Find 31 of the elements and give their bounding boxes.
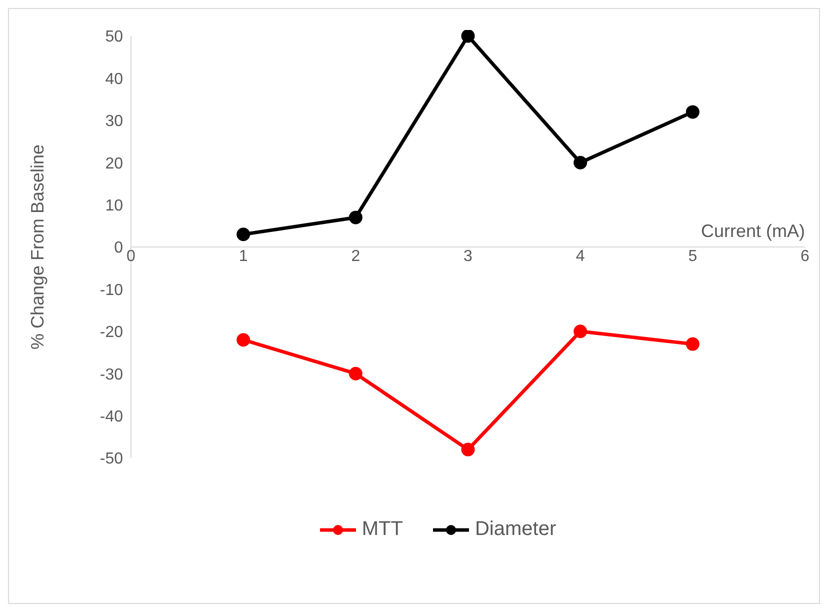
y-tick-label: 20 bbox=[105, 155, 124, 172]
y-tick-label: -40 bbox=[100, 408, 124, 426]
point bbox=[574, 156, 588, 170]
x-tick-label: 0 bbox=[126, 248, 136, 265]
x-tick-label: 2 bbox=[351, 248, 360, 265]
x-tick-label: 5 bbox=[688, 248, 698, 265]
y-tick-label: 50 bbox=[105, 28, 124, 46]
y-tick-label: -30 bbox=[100, 366, 124, 384]
point bbox=[461, 30, 475, 43]
y-tick-label: 30 bbox=[105, 113, 124, 130]
y-tick-label: 10 bbox=[105, 197, 124, 214]
x-axis-title: Current (mA) bbox=[700, 221, 805, 241]
y-tick-label: -10 bbox=[100, 282, 124, 299]
x-tick-label: 6 bbox=[800, 248, 810, 265]
y-tick-label: -50 bbox=[100, 450, 124, 468]
legend-label: Diameter bbox=[474, 518, 556, 541]
x-tick-label: 3 bbox=[464, 248, 473, 265]
x-tick-label: 4 bbox=[576, 248, 585, 265]
point bbox=[236, 333, 250, 347]
point bbox=[461, 442, 475, 456]
y-axis-title: % Change From Baseline bbox=[27, 144, 48, 350]
point bbox=[686, 337, 700, 351]
point bbox=[686, 105, 700, 119]
y-tick-label: 40 bbox=[105, 70, 124, 88]
point bbox=[236, 228, 250, 242]
legend-label: MTT bbox=[360, 518, 403, 541]
y-tick-label: -20 bbox=[100, 324, 124, 342]
point bbox=[348, 366, 362, 380]
x-tick-label: 1 bbox=[238, 248, 248, 265]
point bbox=[574, 324, 588, 338]
point bbox=[348, 210, 362, 224]
